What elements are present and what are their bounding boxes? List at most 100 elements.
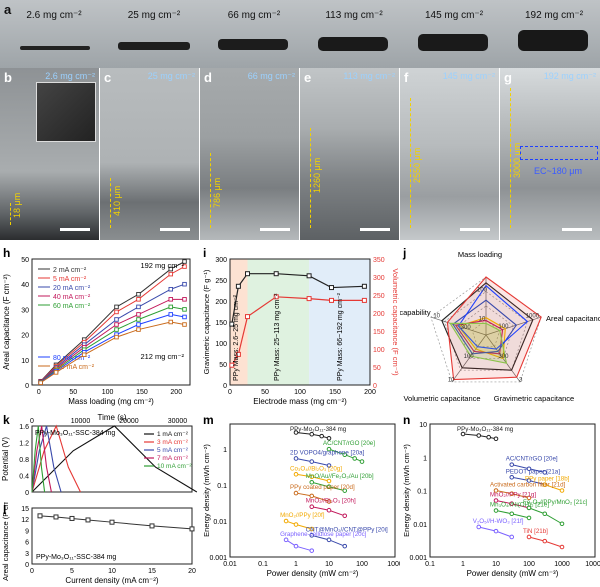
series-label: Mn₃O₄//Ni(OH)₂ [21e] — [490, 502, 549, 509]
mass-label-1: 2.6 mg cm⁻² — [26, 10, 82, 21]
x-tick-label: 100 — [294, 389, 306, 396]
x-tick-label: 50 — [261, 389, 269, 396]
radar-tick-label: 300 — [461, 325, 472, 331]
gravimetric-point — [245, 271, 250, 277]
electrode-sample-5 — [418, 34, 488, 51]
volumetric-point — [361, 297, 367, 303]
data-point — [168, 297, 174, 302]
radar-series — [452, 299, 518, 355]
electrode-sample-1 — [20, 46, 90, 50]
x-tick-label: 0 — [37, 389, 41, 396]
panel-i-label: i — [203, 246, 206, 260]
loading-label-d: 66 mg cm⁻² — [247, 71, 295, 81]
data-point — [542, 511, 548, 517]
data-point — [136, 322, 141, 327]
y-right-tick-label: 250 — [373, 293, 385, 300]
panel-f-label: f — [404, 70, 409, 85]
plot-frame — [31, 507, 193, 565]
y-left-tick-label: 250 — [215, 278, 227, 285]
radar-axis-label: Areal capacitance — [546, 314, 600, 323]
gravimetric-point — [229, 321, 235, 327]
radar-spoke — [485, 316, 542, 336]
plot-frame — [429, 423, 596, 558]
data-point — [326, 507, 332, 513]
data-point — [114, 304, 119, 310]
x-tick-label: 20000 — [119, 418, 139, 425]
gravimetric-point — [273, 271, 279, 277]
panel-a-label: a — [4, 2, 12, 17]
y-axis-label: Areal capacitance (F cm⁻²) — [1, 502, 10, 581]
series-label: AC/CNT/rGO [20e] — [506, 456, 558, 463]
plot-frame — [31, 258, 191, 386]
data-point — [509, 501, 515, 507]
data-point — [85, 517, 91, 523]
gcd-curve — [31, 424, 81, 493]
series-label: PPy paper [18b] — [525, 476, 570, 483]
data-point — [182, 281, 187, 287]
x-tick-label: 15 — [148, 568, 156, 575]
y-tick-label: 0.4 — [19, 474, 29, 481]
panel-j-label: j — [402, 246, 406, 260]
electrode-sample-2 — [118, 42, 190, 50]
radar-tick-label: 300 — [498, 354, 509, 360]
legend-entry: 7 mA cm⁻² — [157, 455, 189, 462]
x-tick-label: 10 — [492, 561, 500, 568]
y-tick-label: 50 — [21, 257, 29, 264]
x-tick-label: 100 — [356, 561, 368, 568]
y-left-axis-label: Gravimetric capacitance (F g⁻¹) — [202, 269, 211, 374]
radar-tick-label: 1000 — [526, 314, 540, 320]
mass-label-3: 66 mg cm⁻² — [227, 10, 281, 21]
data-point — [309, 548, 315, 553]
series-label: Activated carbon fiber [21d] — [490, 482, 566, 489]
legend-entry: 5 mA cm⁻² — [53, 276, 87, 283]
series-line — [295, 432, 330, 439]
data-point — [293, 490, 299, 496]
sem-panel-d: d 66 mg cm⁻² 786 μm — [200, 68, 299, 240]
data-point — [182, 259, 187, 264]
y-left-tick-label: 0 — [223, 383, 227, 390]
plot-frame — [31, 425, 193, 493]
gravimetric-point — [329, 285, 334, 291]
electrode-sample-6 — [518, 30, 588, 51]
panel-l-label: l — [3, 503, 6, 517]
data-point — [526, 495, 532, 501]
data-point — [309, 431, 315, 437]
radar-grid — [458, 305, 514, 359]
gravimetric-point — [306, 273, 312, 279]
data-point — [460, 431, 466, 437]
series-label: V₂O₅//H-WO₃ [21f] — [473, 518, 524, 525]
electrode-sample-4 — [318, 37, 388, 51]
gravimetric-point — [235, 283, 241, 289]
data-point — [309, 504, 315, 510]
data-point — [81, 352, 87, 358]
data-point — [293, 430, 299, 435]
x-tick-label: 1000 — [387, 561, 400, 568]
data-point — [493, 498, 499, 503]
panel-n-chart: n0.11101001000100000.0010.010.1110Power … — [402, 413, 600, 578]
panel-l-chart: l 0 3 6 9 12 15 0 5 10 15 20 Current density (mA cm⁻… — [1, 502, 196, 585]
y-tick-label: 1 — [423, 455, 427, 462]
y-tick-label: 0.01 — [213, 519, 227, 526]
data-point — [326, 436, 332, 441]
x-tick-label: 10000 — [585, 561, 600, 568]
y-tick-label: 9 — [25, 528, 29, 535]
series-label: 2D VOPO4/graphene [20a] — [290, 449, 365, 456]
gravimetric-point — [361, 283, 367, 289]
sem-panel-f: f 145 mg cm⁻² 2550 μm — [400, 68, 499, 240]
scale-bar-b — [60, 228, 90, 231]
legend-entry: 40 mA cm⁻² — [53, 294, 91, 301]
data-point — [283, 537, 289, 543]
panel-j-radar-chart: j Mass loading Areal capacitance Gravimetri… — [400, 246, 600, 403]
data-point — [326, 484, 332, 490]
mass-label-4: 113 mg cm⁻² — [325, 10, 383, 21]
data-point — [309, 533, 315, 538]
zone-label: PPy Mass: 2.6~25 mg cm⁻² — [233, 294, 240, 381]
thickness-arrow-c — [110, 178, 111, 228]
panel-d-label: d — [204, 70, 212, 85]
data-point — [114, 334, 119, 340]
sem-panel-c: c 25 mg cm⁻² 410 μm — [100, 68, 199, 240]
data-point — [352, 456, 357, 461]
x-tick-label: 100 — [523, 561, 535, 568]
x-tick-label: 200 — [364, 389, 376, 396]
x-tick-label: 1000 — [554, 561, 570, 568]
